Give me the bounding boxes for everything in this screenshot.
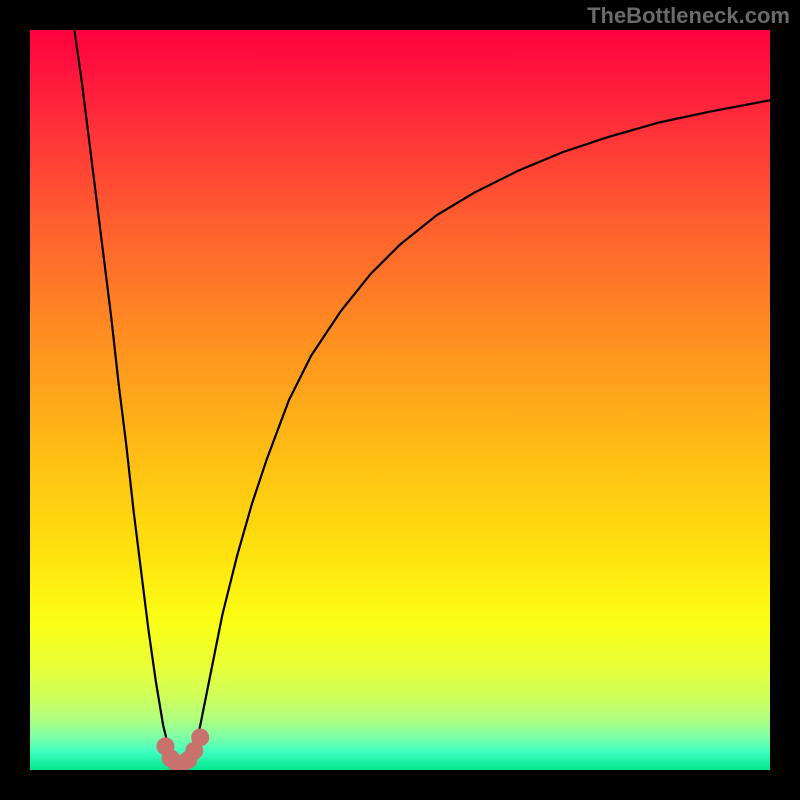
chart-svg <box>0 0 800 800</box>
chart-container: TheBottleneck.com <box>0 0 800 800</box>
plot-background <box>30 30 770 770</box>
watermark-text: TheBottleneck.com <box>587 3 790 29</box>
valley-marker <box>191 728 209 746</box>
